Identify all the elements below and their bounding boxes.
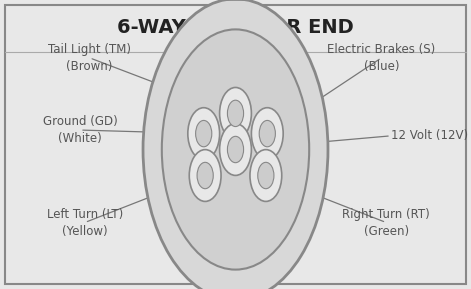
Ellipse shape bbox=[252, 108, 283, 160]
Text: 12 Volt (12V): 12 Volt (12V) bbox=[391, 129, 468, 142]
Ellipse shape bbox=[219, 88, 252, 139]
Text: Ground (GD)
(White): Ground (GD) (White) bbox=[43, 115, 117, 145]
Text: Electric Brakes (S)
(Blue): Electric Brakes (S) (Blue) bbox=[327, 43, 436, 73]
Text: Right Turn (RT)
(Green): Right Turn (RT) (Green) bbox=[342, 208, 430, 238]
Ellipse shape bbox=[143, 0, 328, 289]
Ellipse shape bbox=[250, 150, 282, 201]
Text: Tail Light (TM)
(Brown): Tail Light (TM) (Brown) bbox=[48, 43, 131, 73]
Text: Left Turn (LT)
(Yellow): Left Turn (LT) (Yellow) bbox=[47, 208, 123, 238]
Ellipse shape bbox=[189, 150, 221, 201]
Text: 6-WAY PLUG CAR END: 6-WAY PLUG CAR END bbox=[117, 18, 354, 37]
Ellipse shape bbox=[197, 162, 213, 189]
Ellipse shape bbox=[188, 108, 219, 160]
Ellipse shape bbox=[162, 29, 309, 270]
Ellipse shape bbox=[259, 121, 276, 147]
Ellipse shape bbox=[219, 124, 252, 175]
Ellipse shape bbox=[227, 100, 244, 127]
Ellipse shape bbox=[227, 136, 244, 163]
Ellipse shape bbox=[195, 121, 212, 147]
Ellipse shape bbox=[258, 162, 274, 189]
